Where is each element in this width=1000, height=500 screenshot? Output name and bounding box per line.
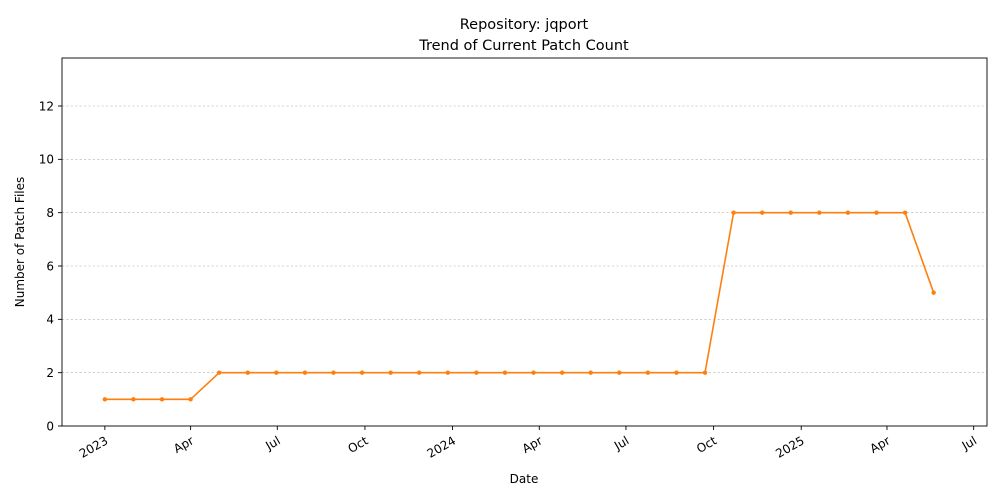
data-point — [474, 370, 479, 375]
data-point — [788, 210, 793, 215]
data-point — [159, 397, 165, 402]
data-point — [931, 290, 936, 295]
x-tick-label: Oct — [345, 433, 370, 456]
x-tick-label: Apr — [867, 433, 892, 456]
x-axis-label: Date — [510, 472, 539, 486]
data-point — [131, 397, 136, 402]
plot-frame — [61, 57, 988, 427]
data-point — [588, 370, 593, 375]
x-tick-label: Apr — [520, 433, 545, 456]
x-tick-label: Jul — [611, 433, 631, 453]
data-point — [874, 210, 879, 215]
x-tick-label: 2023 — [77, 433, 110, 460]
data-point — [559, 370, 565, 375]
y-tick-label: 0 — [46, 419, 54, 433]
y-tick-label: 2 — [46, 366, 54, 380]
y-tick-label: 4 — [46, 313, 54, 327]
data-point — [274, 370, 279, 375]
data-point — [817, 210, 822, 215]
data-point — [645, 370, 651, 375]
x-tick-label: 2025 — [773, 433, 806, 460]
series-line — [104, 211, 935, 401]
data-point — [188, 397, 193, 402]
x-tick-label: Jul — [959, 433, 979, 453]
grid-lines — [62, 105, 987, 373]
chart-title-line-1: Repository: jqport — [460, 17, 589, 33]
data-point — [617, 370, 622, 375]
data-point — [731, 210, 736, 215]
data-point — [674, 370, 679, 375]
data-point — [759, 210, 765, 215]
y-tick-label: 10 — [39, 153, 54, 167]
data-point — [388, 370, 393, 375]
x-tick-label: Jul — [262, 433, 282, 453]
data-point — [531, 370, 536, 375]
y-tick-label: 8 — [46, 206, 54, 220]
data-point — [902, 210, 908, 215]
data-point — [445, 370, 451, 375]
data-point — [302, 370, 308, 375]
y-tick-label: 12 — [39, 99, 54, 113]
data-point — [102, 397, 108, 402]
data-point — [702, 370, 708, 375]
x-tick-label: 2024 — [425, 433, 458, 460]
y-axis-label: Number of Patch Files — [13, 177, 27, 308]
y-tick-label: 6 — [46, 259, 54, 273]
data-points — [102, 210, 936, 402]
data-point — [502, 370, 508, 375]
data-point — [331, 370, 336, 375]
x-tick-label: Oct — [694, 433, 719, 456]
x-tick-label: Apr — [171, 433, 196, 456]
data-point — [245, 370, 250, 375]
x-axis-ticks: 2023 Apr Jul Oct 2024 Apr Jul Oct 2025 Apr Jul — [77, 426, 979, 461]
data-point — [417, 370, 422, 375]
data-point — [845, 210, 851, 215]
chart-title-line-2: Trend of Current Patch Count — [418, 38, 629, 54]
y-axis-ticks: 0 2 4 6 8 10 12 — [39, 99, 62, 433]
data-point — [216, 370, 222, 375]
data-point — [359, 370, 365, 375]
patch-count-line — [104, 211, 935, 401]
